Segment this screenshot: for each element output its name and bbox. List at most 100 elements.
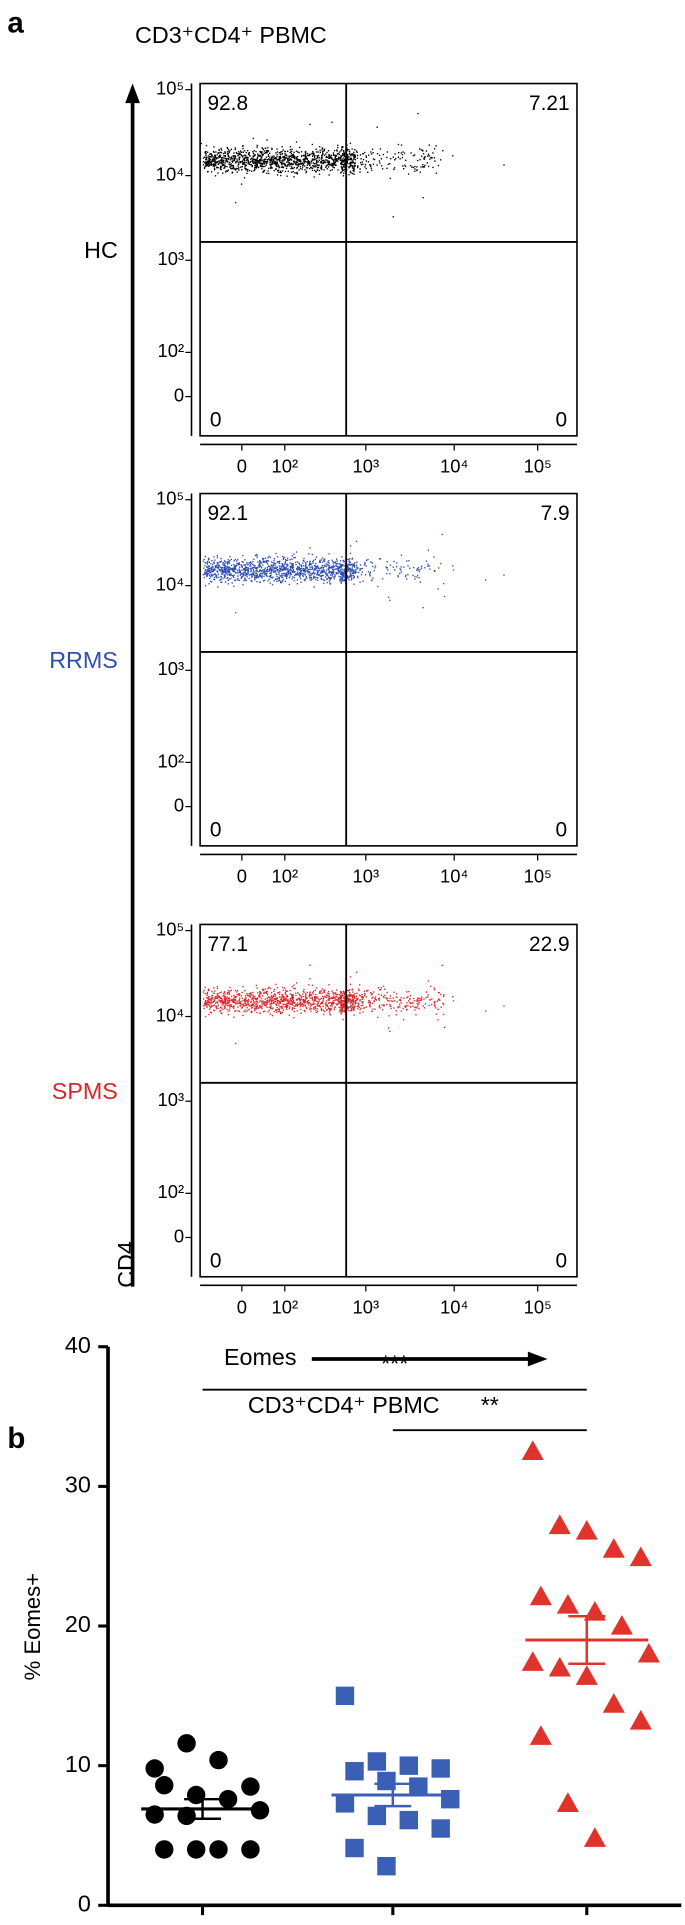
event-dot: [296, 998, 298, 1001]
event-dot: [209, 1006, 212, 1009]
event-dot: [325, 155, 328, 158]
event-dot: [280, 565, 282, 567]
event-dot: [348, 994, 350, 997]
event-dot: [328, 562, 330, 564]
data-point: [209, 1750, 228, 1770]
event-dot: [335, 992, 337, 994]
event-dot: [309, 997, 311, 999]
event-dot: [294, 1002, 296, 1004]
event-dot: [349, 170, 352, 173]
event-dot: [256, 566, 259, 569]
event-dot: [283, 566, 286, 569]
event-dot: [274, 1000, 276, 1003]
event-dot: [226, 151, 229, 153]
event-dot: [343, 1006, 345, 1009]
event-dot: [428, 144, 430, 146]
event-dot: [278, 1010, 281, 1012]
event-dot: [308, 571, 311, 573]
event-dot: [286, 155, 288, 157]
event-dot: [308, 995, 310, 998]
event-dot: [318, 992, 321, 994]
event-dot: [212, 150, 215, 153]
event-dot: [359, 999, 361, 1001]
event-dot: [350, 158, 353, 161]
event-dot: [239, 574, 242, 576]
event-dot: [254, 566, 256, 569]
event-dot: [287, 565, 289, 567]
event-dot: [303, 568, 305, 571]
event-dot: [293, 156, 295, 159]
event-dot: [237, 1000, 239, 1003]
event-dot: [282, 564, 284, 566]
event-dot: [228, 566, 231, 568]
event-dot: [253, 571, 255, 573]
event-dot: [430, 156, 432, 159]
event-dot: [366, 559, 368, 561]
event-dot: [296, 1003, 298, 1006]
event-dot: [314, 1007, 317, 1009]
event-dot: [281, 1007, 284, 1009]
event-dot: [252, 152, 255, 155]
event-dot: [224, 574, 226, 576]
event-dot: [272, 996, 274, 998]
event-dot: [279, 1006, 281, 1008]
event-dot: [301, 155, 303, 157]
event-dot: [320, 997, 322, 1000]
event-dot: [255, 568, 258, 570]
event-dot: [304, 574, 306, 576]
event-dot: [273, 1010, 275, 1013]
event-dot: [212, 573, 215, 576]
event-dot: [283, 157, 285, 159]
event-dot: [253, 1005, 255, 1007]
event-dot: [314, 158, 316, 160]
event-dot: [375, 999, 377, 1001]
event-dot: [237, 1010, 239, 1012]
event-dot: [353, 583, 355, 585]
event-dot: [310, 167, 313, 169]
event-dot: [219, 156, 221, 158]
event-dot: [419, 568, 421, 571]
event-dot: [311, 996, 313, 998]
event-dot: [297, 573, 300, 575]
event-dot: [234, 148, 236, 151]
event-dot: [412, 166, 414, 169]
event-dot: [284, 580, 287, 583]
event-dot: [266, 997, 268, 1000]
event-dot: [248, 152, 251, 154]
event-dot: [352, 1003, 354, 1006]
event-dot: [257, 1002, 259, 1004]
event-dot: [295, 551, 298, 553]
event-dot: [218, 1007, 220, 1010]
event-dot: [285, 573, 288, 575]
event-dot: [233, 159, 236, 161]
event-dot: [307, 1002, 309, 1004]
event-dot: [216, 1007, 218, 1009]
event-dot: [269, 1006, 271, 1009]
event-dot: [277, 569, 279, 571]
event-dot: [310, 579, 312, 581]
event-dot: [327, 568, 329, 570]
event-dot: [361, 1001, 363, 1003]
event-dot: [280, 157, 282, 159]
event-dot: [250, 1001, 252, 1004]
event-dot: [210, 573, 212, 575]
event-dot: [224, 565, 226, 567]
event-dot: [273, 159, 275, 162]
event-dot: [343, 153, 345, 155]
event-dot: [231, 160, 233, 163]
event-dot: [294, 162, 296, 164]
data-point: [409, 1777, 428, 1796]
event-dot: [224, 164, 226, 166]
event-dot: [281, 170, 284, 172]
event-dot: [323, 1013, 325, 1016]
event-dot: [332, 1002, 334, 1004]
event-dot: [255, 165, 257, 167]
event-dot: [246, 568, 249, 571]
event-dot: [269, 582, 271, 584]
event-dot: [247, 569, 250, 571]
event-dot: [331, 1005, 333, 1008]
event-dot: [208, 1005, 211, 1008]
event-dot: [400, 1002, 402, 1004]
event-dot: [214, 161, 217, 163]
event-dot: [278, 571, 280, 574]
